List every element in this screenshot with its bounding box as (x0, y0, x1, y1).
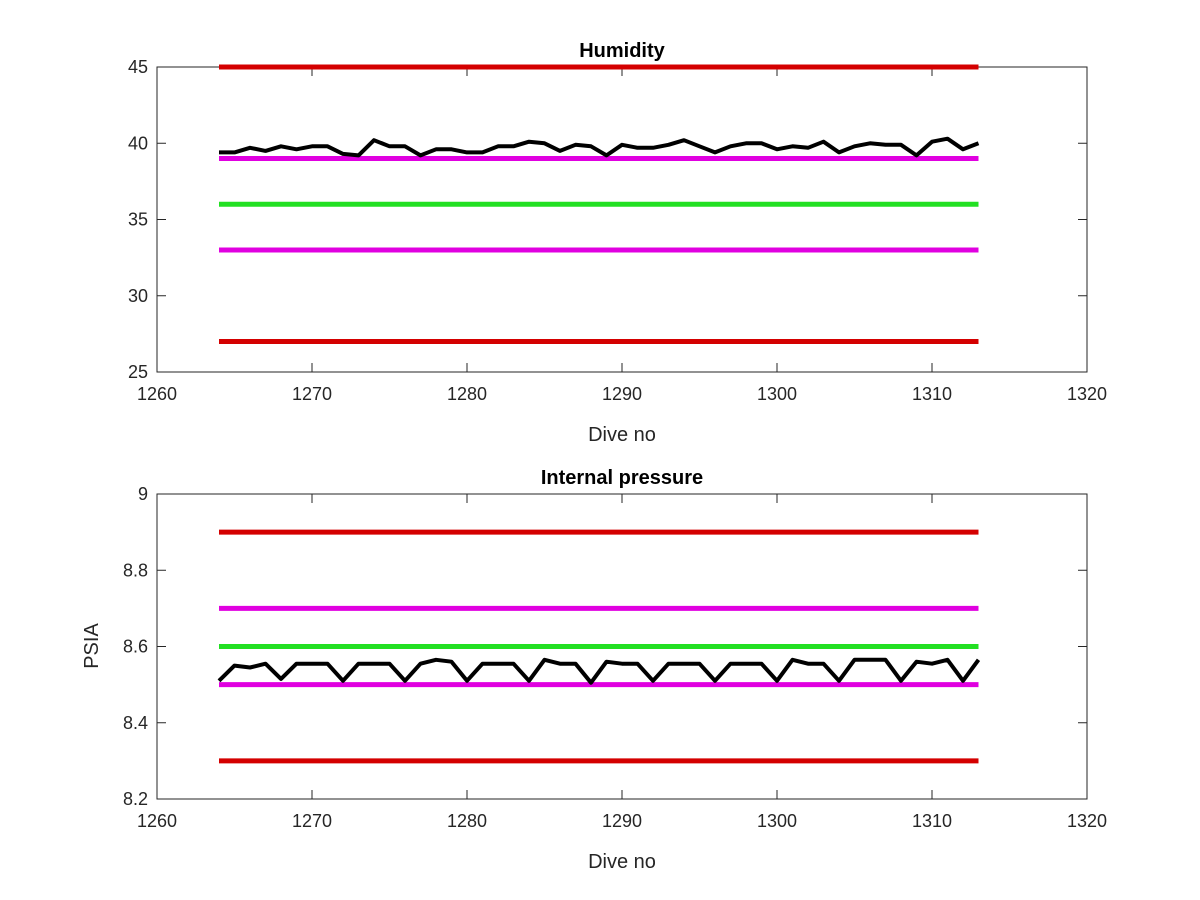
pressure-x-axis-label: Dive no (588, 851, 656, 873)
humidity-x-tick-label: 1290 (602, 384, 642, 404)
pressure-y-tick-label: 8.6 (123, 637, 148, 657)
humidity-y-tick-label: 35 (128, 210, 148, 230)
pressure-ticks: 1260 1270 1280 1290 1300 1310 1320 8.2 8.4 8.6 8.8… (123, 484, 1107, 831)
pressure-x-tick-label: 1320 (1067, 811, 1107, 831)
humidity-axes-frame (156, 66, 1088, 373)
pressure-x-tick-label: 1280 (447, 811, 487, 831)
humidity-x-tick-label: 1270 (292, 384, 332, 404)
humidity-y-tick-label: 45 (128, 57, 148, 77)
humidity-x-axis-label: Dive no (588, 424, 656, 446)
humidity-y-tick-label: 40 (128, 133, 148, 153)
pressure-x-tick-label: 1260 (137, 811, 177, 831)
humidity-series (219, 136, 980, 158)
pressure-y-tick-label: 8.2 (123, 789, 148, 809)
pressure-data-line (217, 657, 981, 685)
pressure-x-tick-label: 1270 (292, 811, 332, 831)
pressure-y-tick-label: 9 (138, 484, 148, 504)
humidity-y-tick-label: 30 (128, 286, 148, 306)
pressure-x-tick-label: 1300 (757, 811, 797, 831)
humidity-ticks: 1260 1270 1280 1290 1300 1310 1320 25 30 35 40 45 (128, 57, 1107, 404)
pressure-panel: 1260 1270 1280 1290 1300 1310 1320 8.2 8.4 8.6 8.8… (81, 467, 1107, 873)
pressure-y-tick-label: 8.8 (123, 560, 148, 580)
pressure-x-tick-label: 1290 (602, 811, 642, 831)
humidity-x-tick-label: 1260 (137, 384, 177, 404)
humidity-y-tick-label: 25 (128, 362, 148, 382)
humidity-limit-lines (219, 64, 979, 344)
pressure-x-tick-label: 1310 (912, 811, 952, 831)
pressure-series (217, 657, 981, 685)
humidity-x-tick-label: 1320 (1067, 384, 1107, 404)
humidity-x-tick-label: 1280 (447, 384, 487, 404)
pressure-y-tick-label: 8.4 (123, 713, 148, 733)
humidity-chart-title: Humidity (579, 40, 665, 62)
humidity-x-tick-label: 1310 (912, 384, 952, 404)
humidity-data-line (219, 136, 980, 158)
pressure-chart-title: Internal pressure (541, 467, 703, 489)
pressure-y-axis-label: PSIA (81, 623, 103, 669)
humidity-panel: 1260 1270 1280 1290 1300 1310 1320 25 30 35 40 45 H… (128, 40, 1107, 446)
humidity-x-tick-label: 1300 (757, 384, 797, 404)
pressure-limit-lines (219, 529, 979, 764)
